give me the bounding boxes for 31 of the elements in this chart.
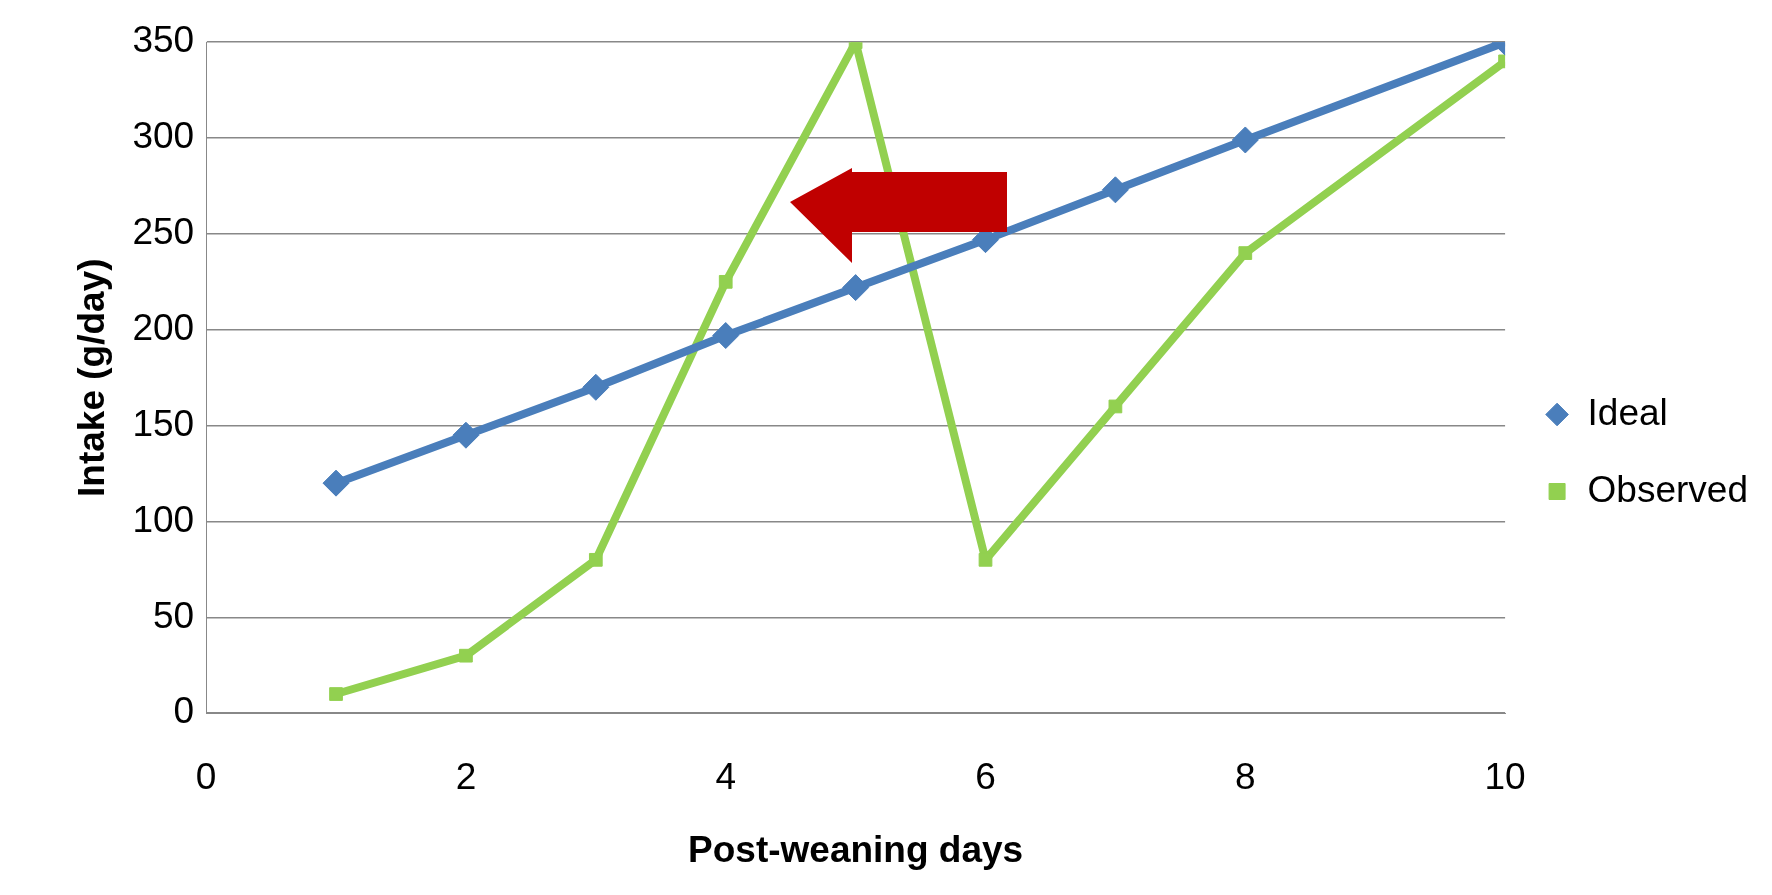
y-tick-label: 150 bbox=[132, 402, 195, 444]
legend-label: Observed bbox=[1587, 468, 1749, 510]
point bbox=[459, 648, 473, 663]
x-tick-label: 8 bbox=[1235, 755, 1256, 797]
point bbox=[712, 322, 740, 350]
x-tick-label: 2 bbox=[455, 755, 477, 797]
point bbox=[582, 373, 610, 401]
x-tick-label: 4 bbox=[715, 755, 736, 797]
point bbox=[322, 469, 350, 497]
x-tick-label: 10 bbox=[1484, 755, 1526, 797]
y-tick-label: 350 bbox=[132, 19, 195, 61]
point bbox=[1101, 176, 1129, 204]
point bbox=[1108, 399, 1123, 414]
point bbox=[452, 421, 480, 449]
x-tick-label: 6 bbox=[975, 755, 996, 797]
y-tick-label: 300 bbox=[132, 115, 195, 157]
y-tick-label: 50 bbox=[152, 594, 195, 636]
x-axis-title: Post-weaning days bbox=[688, 829, 1024, 870]
y-tick-label: 200 bbox=[132, 306, 195, 348]
point bbox=[718, 274, 733, 289]
point bbox=[329, 687, 343, 701]
point bbox=[1238, 246, 1253, 260]
point bbox=[978, 552, 993, 567]
point bbox=[842, 274, 870, 302]
y-axis-title: Intake (g/day) bbox=[71, 258, 113, 497]
point bbox=[588, 552, 603, 567]
y-tick-label: 100 bbox=[132, 498, 195, 540]
point bbox=[1231, 126, 1259, 154]
legend-label: Ideal bbox=[1587, 391, 1668, 433]
y-tick-label: 250 bbox=[132, 211, 195, 253]
y-tick-label: 0 bbox=[173, 690, 195, 732]
